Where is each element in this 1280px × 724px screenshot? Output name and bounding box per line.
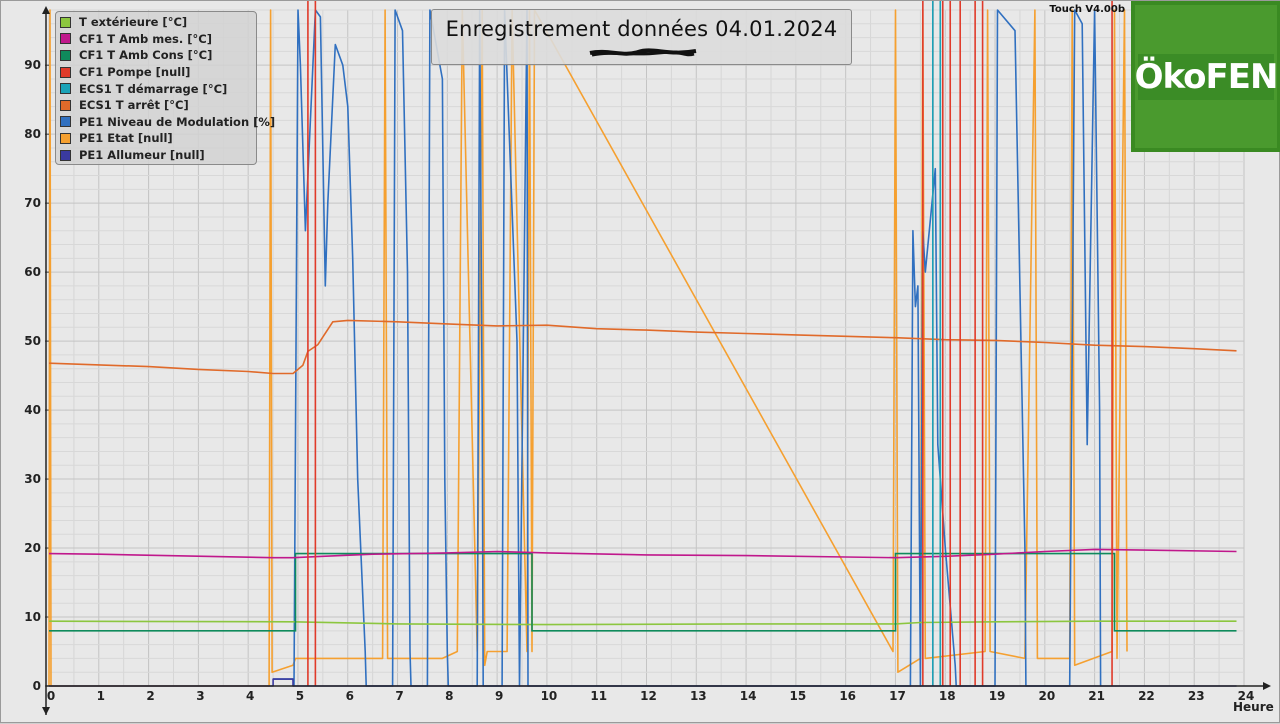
x-tick-label: 4 — [246, 689, 254, 703]
legend-label: PE1 Etat [null] — [79, 131, 173, 146]
series-line — [48, 548, 1237, 559]
series-pulse — [307, 1, 317, 686]
legend-swatch — [60, 16, 71, 28]
y-axis-arrow-down — [42, 707, 50, 715]
chart-title: Enregistrement données 04.01.2024 — [445, 17, 838, 41]
legend-swatch — [60, 116, 71, 128]
legend-label: T extérieure [°C] — [79, 15, 188, 30]
x-tick-label: 10 — [541, 689, 558, 703]
series-2 — [49, 552, 1237, 632]
x-tick-label: 0 — [47, 689, 55, 703]
logo-text: ÖkoFEN — [1134, 56, 1279, 97]
legend-swatch — [60, 66, 71, 78]
y-tick-label: 90 — [24, 58, 41, 72]
series-line — [48, 9, 1128, 687]
legend-swatch — [60, 49, 71, 61]
chart-title-box: Enregistrement données 04.01.2024 — [431, 9, 852, 65]
x-tick-label: 17 — [889, 689, 906, 703]
x-tick-label: 7 — [395, 689, 403, 703]
okofen-logo: ÖkoFEN — [1131, 1, 1280, 152]
x-tick-label: 9 — [495, 689, 503, 703]
legend-swatch — [60, 83, 71, 95]
x-axis-ticks: 0 1 2 3 4 5 6 7 8 9 10 11 12 13 14 15 16 17 18 19 20 21 22 23 24 — [47, 689, 1255, 703]
x-tick-label: 12 — [640, 689, 657, 703]
legend-swatch — [60, 132, 71, 144]
x-tick-label: 16 — [839, 689, 856, 703]
x-axis-arrow — [1263, 682, 1271, 690]
legend-item: PE1 Niveau de Modulation [%] — [60, 114, 275, 131]
legend: T extérieure [°C] CF1 T Amb mes. [°C] CF1 … — [55, 11, 275, 165]
x-tick-label: 13 — [690, 689, 707, 703]
legend-swatch — [60, 99, 71, 111]
y-tick-label: 70 — [24, 196, 41, 210]
legend-item: ECS1 T arrêt [°C] — [60, 97, 252, 114]
legend-label: PE1 Niveau de Modulation [%] — [79, 114, 276, 129]
legend-item: CF1 T Amb mes. [°C] — [60, 31, 252, 48]
series-line — [273, 9, 1102, 687]
x-tick-label: 11 — [590, 689, 607, 703]
x-tick-label: 1 — [97, 689, 105, 703]
legend-item: CF1 Pompe [null] — [60, 64, 252, 81]
x-tick-label: 14 — [740, 689, 757, 703]
y-tick-label: 80 — [24, 127, 41, 141]
x-axis-label: Heure — [1233, 700, 1274, 714]
version-label: Touch V4.00b — [1049, 4, 1125, 15]
legend-item: CF1 T Amb Cons [°C] — [60, 47, 252, 64]
x-tick-label: 18 — [939, 689, 956, 703]
x-tick-label: 23 — [1188, 689, 1205, 703]
series-line — [49, 678, 1237, 687]
axes — [42, 6, 1271, 715]
legend-label: CF1 T Amb Cons [°C] — [79, 48, 213, 63]
series-line — [48, 319, 1237, 375]
series-line — [48, 620, 1237, 626]
x-tick-label: 8 — [445, 689, 453, 703]
x-tick-label: 21 — [1088, 689, 1105, 703]
y-tick-label: 10 — [24, 610, 41, 624]
legend-label: PE1 Allumeur [null] — [79, 148, 205, 163]
legend-item: ECS1 T démarrage [°C] — [60, 80, 252, 97]
x-tick-label: 20 — [1038, 689, 1055, 703]
redaction-scribble — [589, 48, 697, 57]
y-axis-ticks: 0 10 20 30 40 50 60 70 80 90 — [24, 58, 49, 693]
y-tick-label: 0 — [33, 679, 41, 693]
x-tick-label: 6 — [346, 689, 354, 703]
x-tick-label: 15 — [790, 689, 807, 703]
y-axis-arrow-up — [42, 6, 50, 14]
legend-item: T extérieure [°C] — [60, 14, 252, 31]
legend-item: PE1 Allumeur [null] — [60, 147, 252, 164]
series-line — [49, 552, 1237, 632]
legend-label: CF1 Pompe [null] — [79, 65, 191, 80]
series-8 — [49, 678, 1237, 687]
x-tick-label: 5 — [296, 689, 304, 703]
series-1 — [48, 548, 1237, 559]
logo-plate: ÖkoFEN — [1135, 53, 1278, 100]
series-5 — [48, 319, 1237, 375]
legend-item: PE1 Etat [null] — [60, 130, 252, 147]
x-tick-label: 19 — [989, 689, 1006, 703]
legend-label: ECS1 T démarrage [°C] — [79, 81, 228, 96]
y-tick-label: 20 — [24, 541, 41, 555]
legend-swatch — [60, 149, 71, 161]
series-4 — [932, 1, 942, 686]
series-0 — [48, 620, 1237, 626]
x-tick-label: 24 — [1238, 689, 1255, 703]
series-6 — [273, 9, 1102, 687]
y-tick-label: 40 — [24, 403, 41, 417]
x-tick-label: 3 — [196, 689, 204, 703]
x-tick-label: 22 — [1138, 689, 1155, 703]
y-tick-label: 60 — [24, 265, 41, 279]
y-tick-label: 50 — [24, 334, 41, 348]
series-7 — [48, 9, 1128, 687]
x-tick-label: 2 — [146, 689, 154, 703]
legend-label: ECS1 T arrêt [°C] — [79, 98, 189, 113]
y-tick-label: 30 — [24, 472, 41, 486]
legend-swatch — [60, 33, 71, 45]
legend-label: CF1 T Amb mes. [°C] — [79, 31, 212, 46]
